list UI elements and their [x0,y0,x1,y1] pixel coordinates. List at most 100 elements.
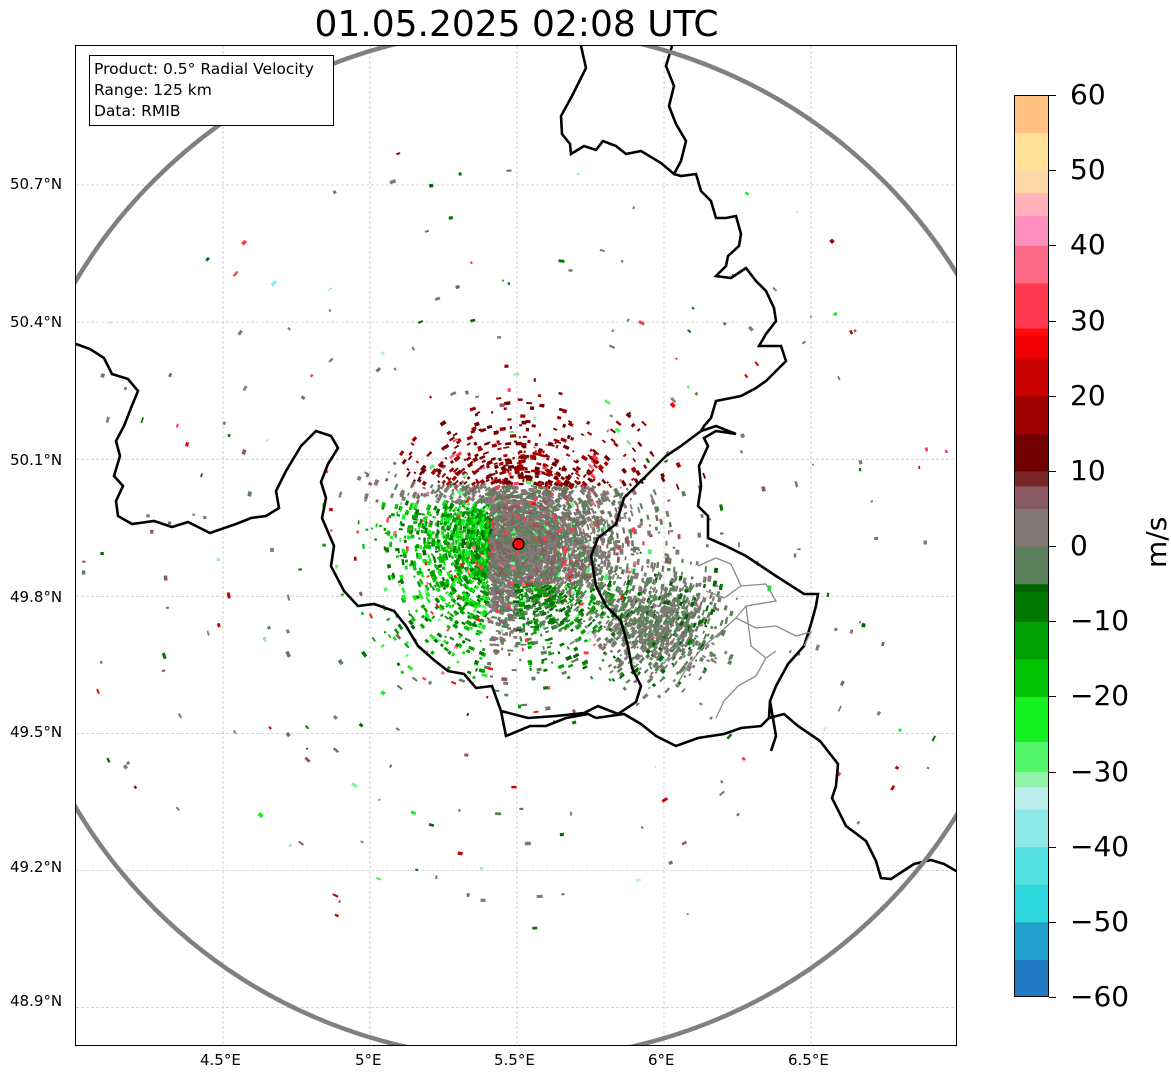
velocity-echo [481,459,487,464]
velocity-echo [453,455,461,462]
velocity-echo [479,550,484,554]
velocity-echo [554,505,561,512]
velocity-echo [520,454,523,458]
velocity-echo [529,568,534,573]
velocity-echo [573,519,580,526]
velocity-echo [501,608,508,613]
velocity-echo [527,564,534,570]
velocity-echo [513,440,518,443]
radar-map-panel[interactable] [75,45,957,1046]
velocity-echo [508,586,515,590]
velocity-echo [589,537,592,542]
velocity-echo [525,638,529,642]
velocity-echo [486,573,493,579]
velocity-echo [450,562,455,566]
velocity-echo [535,562,542,569]
velocity-echo [439,463,445,469]
velocity-echo [506,513,513,518]
velocity-echo [546,580,550,584]
velocity-echo [520,643,527,646]
velocity-echo [500,619,505,622]
velocity-echo [536,462,542,466]
velocity-echo [536,489,542,494]
velocity-echo [482,597,489,603]
velocity-echo [479,497,487,505]
velocity-echo [483,551,488,558]
velocity-echo [582,473,587,478]
velocity-echo [465,649,471,654]
velocity-echo [564,572,570,579]
velocity-echo [520,578,524,582]
velocity-echo [493,547,498,554]
velocity-echo [546,591,552,597]
velocity-echo [464,637,471,642]
velocity-echo [499,543,504,551]
velocity-echo [544,630,550,634]
velocity-echo [524,468,528,471]
velocity-echo [572,467,578,473]
velocity-echo [592,528,596,535]
velocity-echo [546,637,553,642]
velocity-echo [500,498,508,503]
velocity-echo [552,513,558,520]
velocity-echo [494,566,502,573]
velocity-echo [407,492,410,496]
velocity-echo [463,480,468,485]
velocity-echo [499,571,504,577]
velocity-echo [533,627,540,632]
velocity-echo [447,601,451,605]
velocity-echo [521,519,524,523]
velocity-echo [486,593,490,597]
velocity-echo [564,571,568,575]
velocity-echo [511,494,518,499]
velocity-echo [433,505,438,511]
velocity-echo [437,618,441,622]
velocity-echo [647,530,652,536]
velocity-echo [561,503,567,509]
velocity-echo [576,480,582,486]
velocity-echo [487,561,493,567]
velocity-echo [542,576,546,581]
velocity-echo [455,642,460,647]
velocity-echo [452,509,456,513]
velocity-echo [586,420,591,425]
velocity-echo [406,467,410,471]
velocity-echo [637,506,641,514]
velocity-echo [568,620,575,626]
velocity-echo [590,473,597,480]
velocity-echo [514,487,519,490]
velocity-echo [390,512,395,517]
velocity-echo [573,511,578,517]
velocity-echo [586,523,590,531]
velocity-echo [404,509,410,516]
velocity-echo [461,621,466,626]
velocity-echo [523,502,531,506]
velocity-echo [533,416,537,421]
velocity-echo [646,514,650,520]
velocity-echo [556,485,563,491]
velocity-echo [527,645,532,649]
velocity-echo [580,628,587,635]
velocity-echo [546,645,552,649]
velocity-echo [603,461,609,467]
velocity-echo [503,470,507,474]
velocity-echo [528,487,534,493]
velocity-echo [595,515,600,522]
velocity-echo [680,571,684,576]
velocity-echo [479,618,485,623]
velocity-echo [386,530,391,536]
velocity-echo [551,488,555,493]
velocity-echo [431,570,436,573]
radar-map-svg[interactable] [76,46,957,1046]
velocity-echo [443,583,448,587]
velocity-echo [564,587,568,591]
velocity-echo [570,533,573,536]
velocity-echo [562,408,568,414]
velocity-echo [563,593,568,599]
velocity-echo [546,543,550,549]
velocity-echo [538,518,542,523]
velocity-echo [631,527,636,533]
velocity-echo [560,588,566,594]
velocity-echo [550,572,556,578]
velocity-echo [537,600,542,605]
